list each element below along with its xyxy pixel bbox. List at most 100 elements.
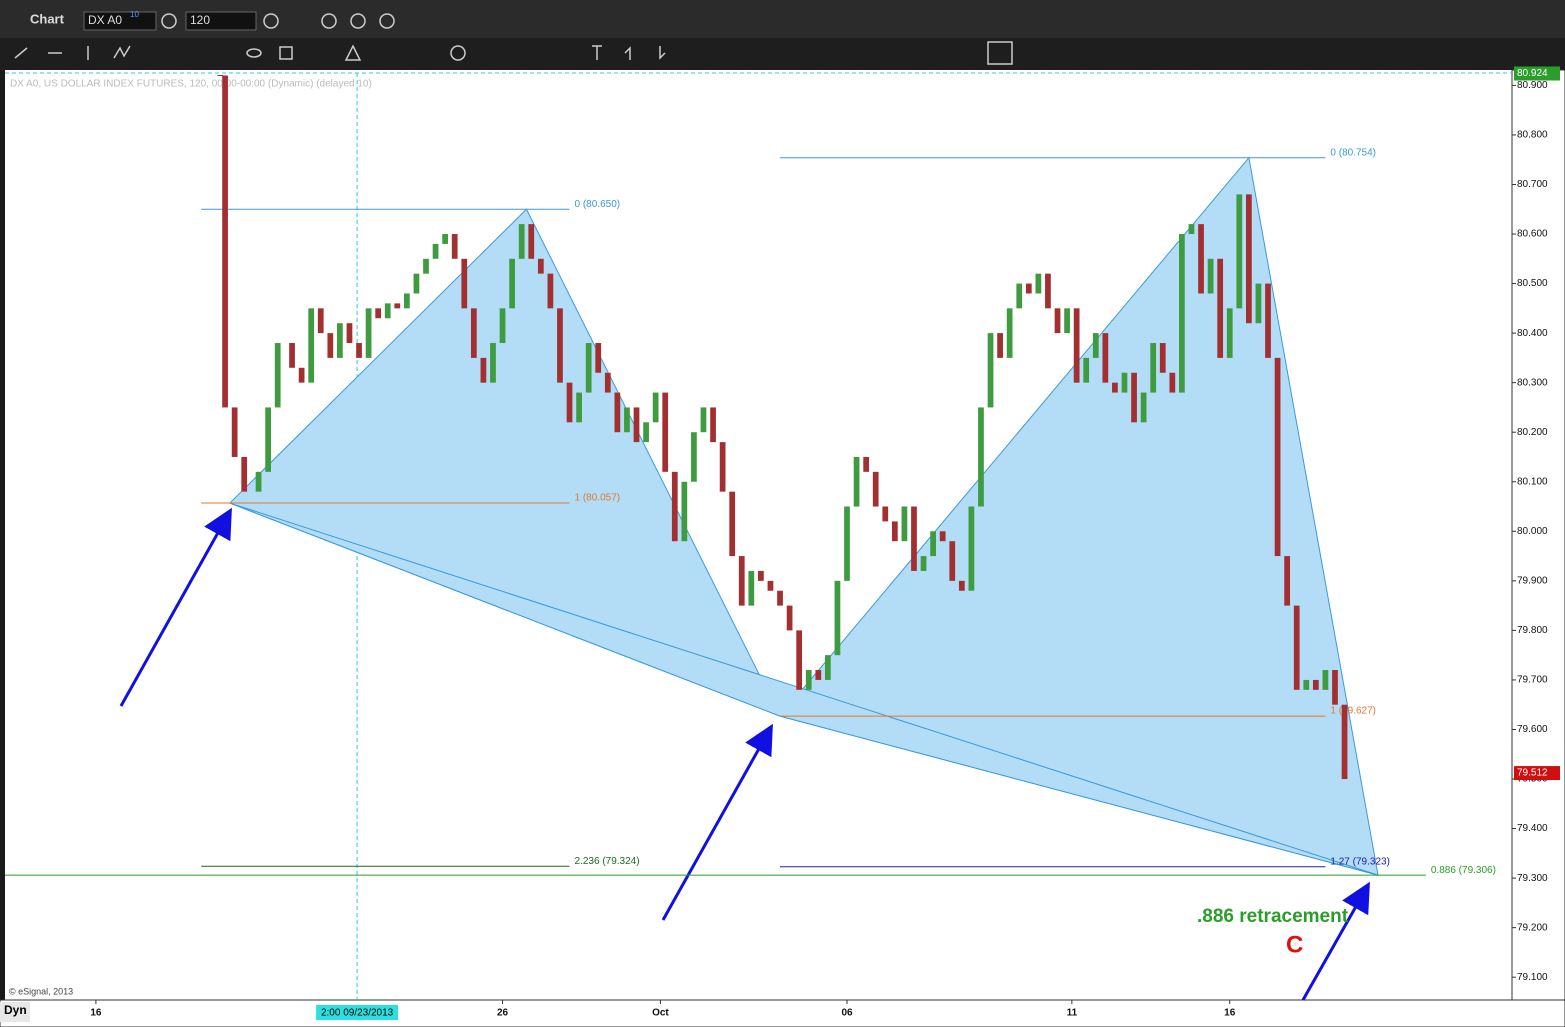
candle: [767, 580, 774, 591]
candle: [853, 456, 860, 507]
candle: [576, 392, 582, 423]
y-tick-label: 79.600: [1517, 724, 1548, 735]
candle: [1226, 308, 1233, 358]
candle: [375, 308, 382, 319]
window-title: Chart: [30, 11, 65, 26]
candle: [671, 471, 678, 542]
candle: [308, 308, 315, 383]
y-tick-label: 80.700: [1517, 179, 1548, 190]
candle: [1265, 283, 1271, 358]
mode-box[interactable]: [0, 1002, 30, 1022]
candle: [1341, 704, 1348, 780]
candle: [1092, 333, 1099, 358]
candle: [1102, 333, 1109, 383]
candle: [274, 343, 281, 408]
candle: [815, 670, 822, 680]
fib-label: 1 (79.627): [1330, 706, 1376, 717]
fib-label: 0 (80.754): [1330, 147, 1376, 158]
fib-label: 1 (80.057): [575, 493, 621, 504]
crosshair-box: [316, 1005, 399, 1020]
candle: [997, 333, 1003, 358]
candle: [265, 407, 271, 472]
symbol-box[interactable]: [83, 11, 157, 31]
candle: [585, 343, 592, 393]
y-tick-label: 80.500: [1517, 278, 1548, 289]
candle: [566, 382, 573, 423]
candle: [289, 343, 295, 368]
candle: [470, 308, 477, 358]
x-tick-label: 16: [1224, 1008, 1236, 1019]
candle: [1293, 605, 1300, 690]
fib-label: 1.27 (79.323): [1330, 856, 1390, 867]
candle: [1131, 372, 1137, 423]
candle: [777, 590, 783, 606]
candle: [1274, 357, 1281, 557]
candle: [1121, 372, 1128, 393]
x-tick-label: 26: [497, 1008, 509, 1019]
candle: [1246, 194, 1252, 324]
candle: [1025, 283, 1032, 294]
y-tick-label: 79.900: [1517, 575, 1548, 586]
candle: [1217, 258, 1224, 358]
candle: [241, 456, 248, 492]
candle: [461, 258, 468, 309]
candle: [1035, 273, 1042, 294]
candle: [547, 273, 554, 309]
candle: [1198, 224, 1204, 294]
candle: [662, 392, 669, 472]
candle: [1054, 308, 1061, 334]
candle: [633, 407, 640, 443]
candle: [1045, 273, 1051, 309]
fib-label: 0.886 (79.306): [1431, 865, 1496, 876]
candle: [882, 506, 889, 522]
candle: [518, 224, 525, 259]
x-tick-label: 06: [841, 1008, 853, 1019]
candle: [1112, 382, 1118, 393]
crosshair-label: 2:00 09/23/2013: [321, 1008, 394, 1019]
toolbar-icons[interactable]: [14, 13, 1013, 65]
candle: [528, 224, 535, 259]
candle: [1284, 556, 1291, 606]
toolbar: [0, 38, 1565, 70]
price-marker-label: 79.512: [1517, 768, 1548, 779]
candle: [796, 630, 803, 690]
candle: [1169, 372, 1176, 393]
candle: [652, 392, 659, 423]
x-tick-label: 11: [1067, 1008, 1078, 1019]
candle: [1303, 679, 1310, 690]
candle: [624, 407, 630, 433]
symbol: DX A0: [88, 13, 122, 27]
y-tick-label: 79.700: [1517, 675, 1548, 686]
candle: [949, 541, 956, 581]
candle: [1322, 670, 1329, 690]
candle: [930, 531, 936, 557]
candle: [346, 323, 353, 344]
candle: [442, 234, 449, 244]
candle: [365, 308, 372, 358]
candle: [719, 442, 726, 492]
y-tick-label: 79.400: [1517, 823, 1548, 834]
candle: [700, 407, 707, 433]
candle: [255, 471, 262, 492]
candle: [317, 308, 324, 334]
candle: [222, 75, 228, 408]
candle: [748, 570, 755, 606]
candle: [729, 491, 736, 557]
candle: [384, 303, 391, 319]
candle: [968, 506, 975, 591]
interval-box[interactable]: [185, 11, 257, 31]
fib-label: 2.236 (79.324): [575, 856, 640, 867]
y-tick-label: 79.800: [1517, 625, 1548, 636]
price-marker: [1514, 766, 1560, 781]
candle: [805, 670, 812, 690]
y-tick-label: 80.300: [1517, 377, 1548, 388]
candle: [863, 456, 870, 472]
fib-label: 0 (80.650): [575, 199, 621, 210]
candle: [557, 308, 563, 383]
interval: 120: [190, 13, 210, 27]
candle: [298, 367, 305, 383]
y-axis: [1511, 69, 1565, 1001]
symbol-badge: 10: [130, 10, 139, 19]
candle: [1332, 670, 1338, 705]
